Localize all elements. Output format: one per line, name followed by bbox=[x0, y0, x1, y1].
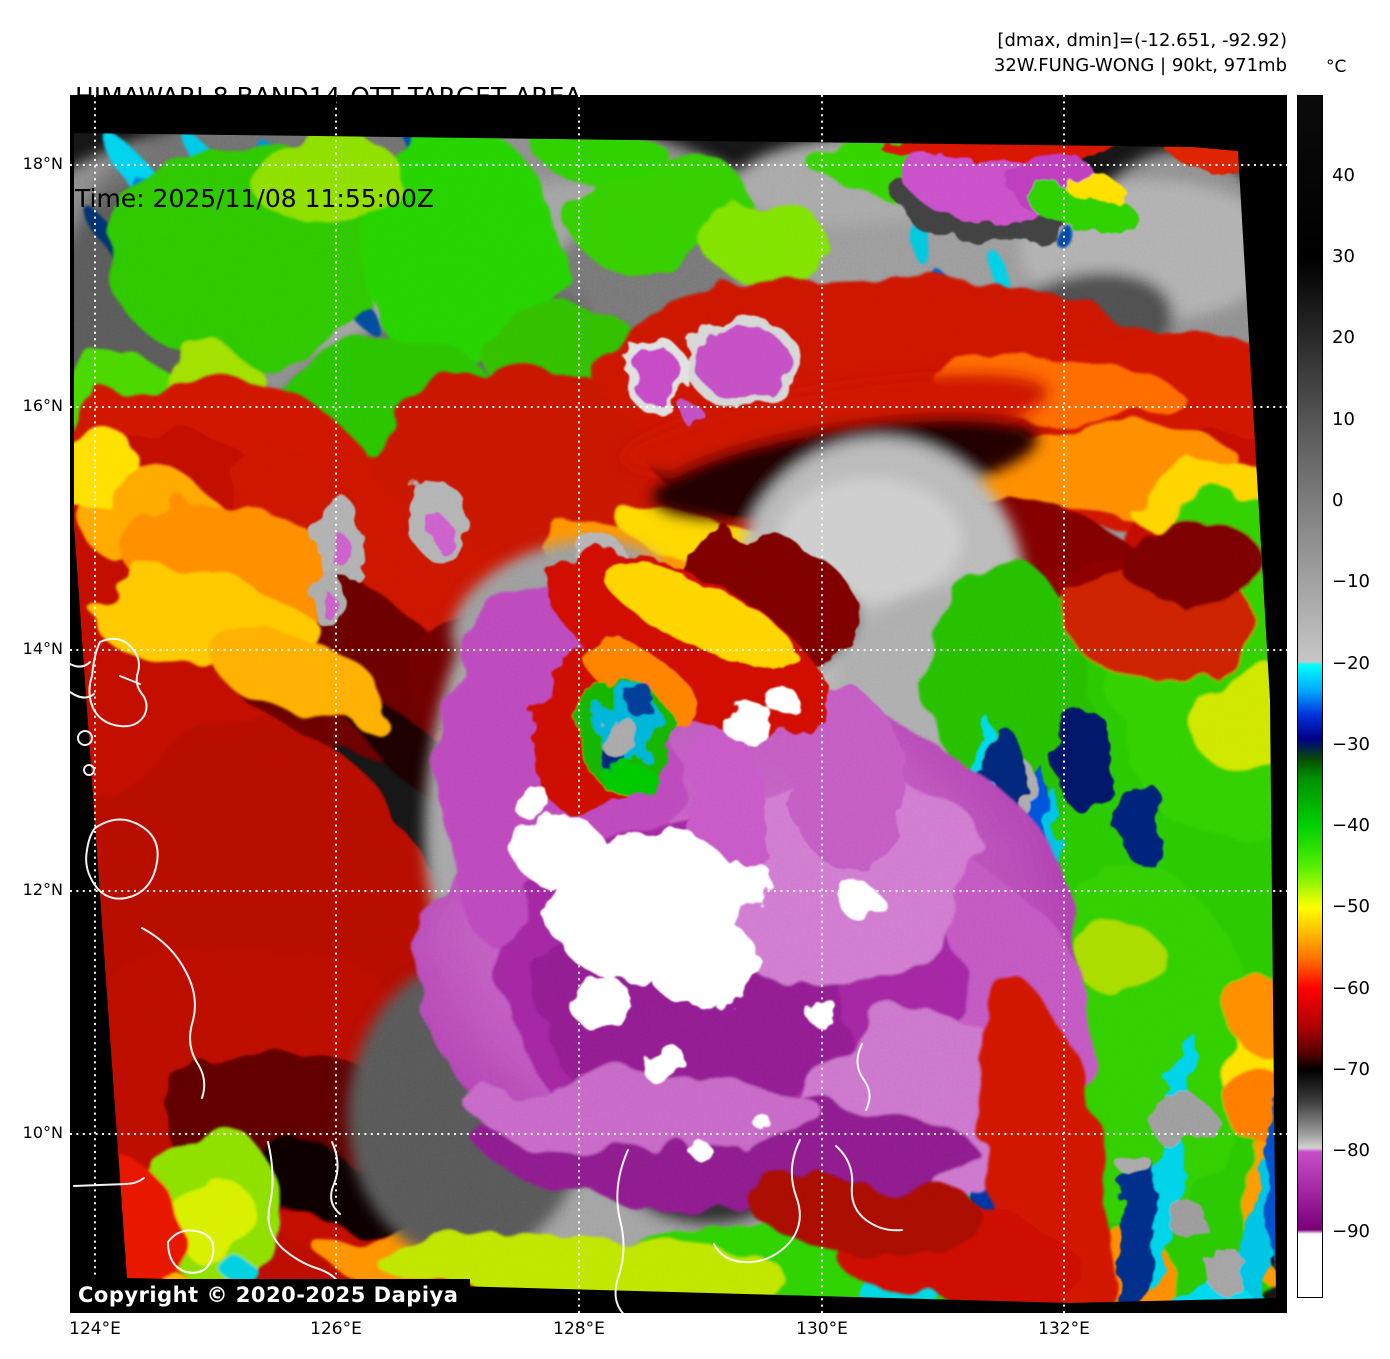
graticule-gridlines bbox=[70, 95, 1287, 1313]
lon-tick-label: 124°E bbox=[69, 1319, 121, 1339]
satellite-data-swath bbox=[74, 133, 1276, 1303]
copyright-bar: Copyright © 2020-2025 Dapiya bbox=[70, 1279, 471, 1313]
figure-title-line1: HIMAWARI-8 BAND14-OTT TARGET AREA bbox=[75, 82, 582, 111]
lon-tick-label: 128°E bbox=[553, 1319, 605, 1339]
lon-tick-label: 130°E bbox=[796, 1319, 848, 1339]
colorbar-tick-label: 10 bbox=[1332, 408, 1355, 430]
colorbar-tick-label: −60 bbox=[1332, 977, 1370, 999]
lon-tick-label: 132°E bbox=[1038, 1319, 1090, 1339]
colorbar bbox=[1297, 95, 1323, 1298]
copyright-text: Copyright © 2020-2025 Dapiya bbox=[78, 1283, 459, 1307]
colorbar-tick-label: −90 bbox=[1332, 1221, 1370, 1243]
colorbar-tick-label: −30 bbox=[1332, 733, 1370, 755]
dmax-dmin-readout: [dmax, dmin]=(-12.651, -92.92) bbox=[997, 30, 1287, 51]
colorbar-tick-label: −50 bbox=[1332, 896, 1370, 918]
colorbar-unit-label: °C bbox=[1326, 57, 1347, 77]
lat-tick-label: 12°N bbox=[22, 880, 63, 899]
colorbar-tick-label: −80 bbox=[1332, 1140, 1370, 1162]
colorbar-tick-label: −10 bbox=[1332, 571, 1370, 593]
figure-title: HIMAWARI-8 BAND14-OTT TARGET AREA Time: … bbox=[75, 12, 582, 250]
storm-annotation: [dmax, dmin]=(-12.651, -92.92) 32W.FUNG-… bbox=[600, 28, 1287, 78]
coastlines bbox=[70, 637, 903, 1313]
lat-tick-label: 14°N bbox=[22, 639, 63, 658]
lon-tick-label: 126°E bbox=[310, 1319, 362, 1339]
lat-tick-label: 10°N bbox=[22, 1123, 63, 1142]
colorbar-tick-label: 30 bbox=[1332, 246, 1355, 268]
colorbar-tick-label: 0 bbox=[1332, 489, 1344, 511]
figure-title-line2: Time: 2025/11/08 11:55:00Z bbox=[75, 184, 434, 213]
storm-name-intensity: 32W.FUNG-WONG | 90kt, 971mb bbox=[993, 55, 1287, 76]
colorbar-tick-label: 40 bbox=[1332, 164, 1355, 186]
colorbar-tick-label: −70 bbox=[1332, 1058, 1370, 1080]
grain-texture bbox=[74, 133, 1276, 1303]
lat-tick-label: 18°N bbox=[22, 154, 63, 173]
colorbar-tick-label: −40 bbox=[1332, 815, 1370, 837]
lat-tick-label: 16°N bbox=[22, 396, 63, 415]
colorbar-tick-label: −20 bbox=[1332, 652, 1370, 674]
colorbar-tick-label: 20 bbox=[1332, 327, 1355, 349]
